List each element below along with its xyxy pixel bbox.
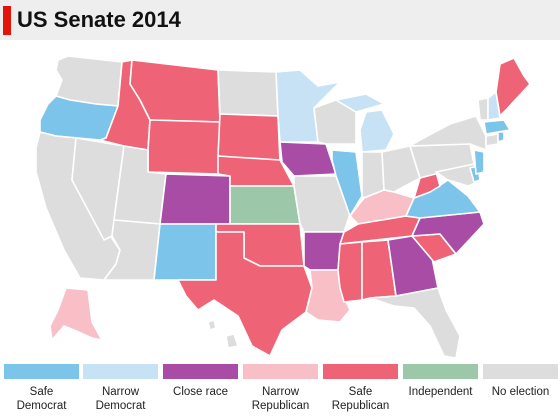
legend-swatch-safe-democrat <box>4 364 79 379</box>
legend-swatch-independent <box>403 364 478 379</box>
us-senate-map <box>0 40 560 362</box>
accent-bar <box>3 6 11 35</box>
state-michigan-upper <box>335 93 385 113</box>
state-michigan <box>359 109 395 153</box>
legend-item-narrow-democrat: Narrow Democrat <box>83 364 158 418</box>
chart-header: US Senate 2014 <box>0 0 560 40</box>
state-north-dakota <box>217 69 279 117</box>
state-florida <box>369 287 461 359</box>
state-rhode-island <box>497 131 505 143</box>
legend-swatch-no-election <box>483 364 558 379</box>
legend-label: No election <box>491 386 550 398</box>
state-connecticut <box>485 133 499 147</box>
legend-label: Independent <box>408 386 473 398</box>
legend-label: Narrow Republican <box>251 386 310 412</box>
page-title: US Senate 2014 <box>17 7 181 32</box>
legend-label: Safe Democrat <box>16 386 67 412</box>
legend-swatch-narrow-republican <box>243 364 318 379</box>
legend-item-safe-democrat: Safe Democrat <box>4 364 79 418</box>
state-new-jersey <box>473 149 485 175</box>
state-mississippi <box>337 241 363 303</box>
state-iowa <box>279 141 337 177</box>
state-new-york <box>409 115 487 151</box>
state-massachusetts <box>483 119 511 135</box>
state-colorado <box>159 173 231 225</box>
legend-item-no-election: No election <box>483 364 558 418</box>
state-ohio <box>381 145 421 193</box>
map-legend: Safe Democrat Narrow Democrat Close race… <box>0 364 560 418</box>
state-hawaii-big-island <box>225 333 239 349</box>
legend-swatch-narrow-democrat <box>83 364 158 379</box>
state-texas <box>177 231 313 357</box>
legend-label: Close race <box>173 386 228 398</box>
state-alaska <box>49 287 103 341</box>
legend-item-safe-republican: Safe Republican <box>323 364 398 418</box>
state-kansas <box>229 185 301 225</box>
state-hawaii <box>207 319 217 331</box>
legend-swatch-safe-republican <box>323 364 398 379</box>
state-south-dakota <box>217 113 281 163</box>
legend-item-independent: Independent <box>403 364 478 418</box>
state-new-mexico <box>153 223 217 281</box>
legend-label: Safe Republican <box>331 386 390 412</box>
legend-item-close-race: Close race <box>163 364 238 418</box>
state-wyoming <box>147 119 221 175</box>
legend-label: Narrow Democrat <box>95 386 146 412</box>
legend-swatch-close-race <box>163 364 238 379</box>
legend-item-narrow-republican: Narrow Republican <box>243 364 318 418</box>
state-maine <box>495 57 531 117</box>
state-maryland <box>435 163 479 187</box>
state-vermont <box>477 97 489 121</box>
